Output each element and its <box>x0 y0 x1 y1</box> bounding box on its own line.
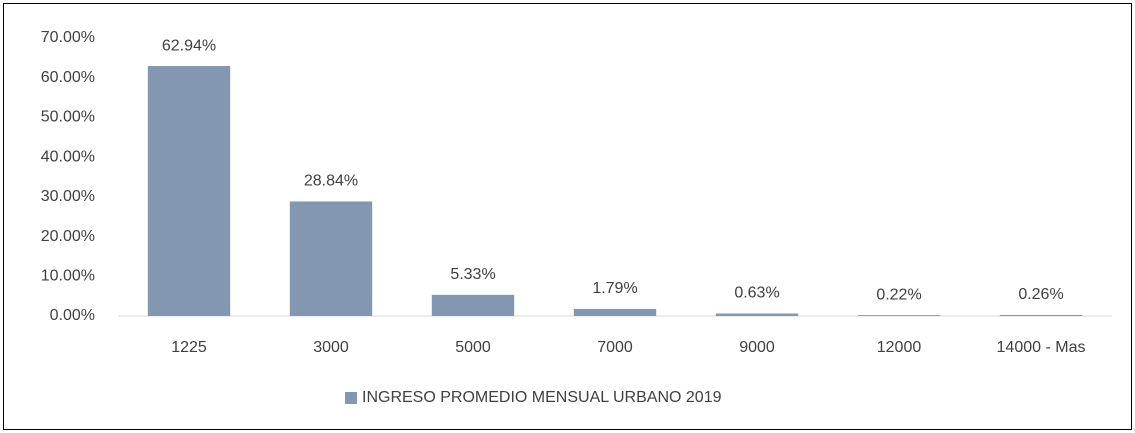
data-label: 0.26% <box>1018 286 1063 303</box>
data-label: 5.33% <box>450 266 495 283</box>
y-tick-label: 40.00% <box>41 148 95 165</box>
bar <box>431 294 515 316</box>
bar <box>715 313 799 316</box>
bar <box>147 66 231 316</box>
data-label: 0.63% <box>734 285 779 302</box>
x-tick-label: 14000 - Mas <box>997 339 1086 356</box>
data-label: 62.94% <box>162 37 216 54</box>
x-tick-label: 1225 <box>171 339 207 356</box>
legend-label: INGRESO PROMEDIO MENSUAL URBANO 2019 <box>362 389 722 406</box>
bar <box>573 308 657 316</box>
y-tick-label: 10.00% <box>41 268 95 285</box>
x-tick-label: 3000 <box>313 339 349 356</box>
x-tick-label: 5000 <box>455 339 491 356</box>
bar <box>289 201 373 316</box>
data-label: 0.22% <box>876 286 921 303</box>
y-tick-label: 60.00% <box>41 69 95 86</box>
y-tick-label: 20.00% <box>41 228 95 245</box>
x-tick-label: 7000 <box>597 339 633 356</box>
bar <box>999 314 1083 316</box>
y-tick-label: 70.00% <box>41 29 95 46</box>
data-label: 1.79% <box>592 280 637 297</box>
data-label: 28.84% <box>304 173 358 190</box>
legend-swatch <box>345 392 357 404</box>
x-tick-label: 12000 <box>877 339 922 356</box>
x-tick-label: 9000 <box>739 339 775 356</box>
y-tick-label: 30.00% <box>41 188 95 205</box>
y-tick-label: 50.00% <box>41 109 95 126</box>
y-tick-label: 0.00% <box>50 307 95 324</box>
bar <box>857 315 941 316</box>
